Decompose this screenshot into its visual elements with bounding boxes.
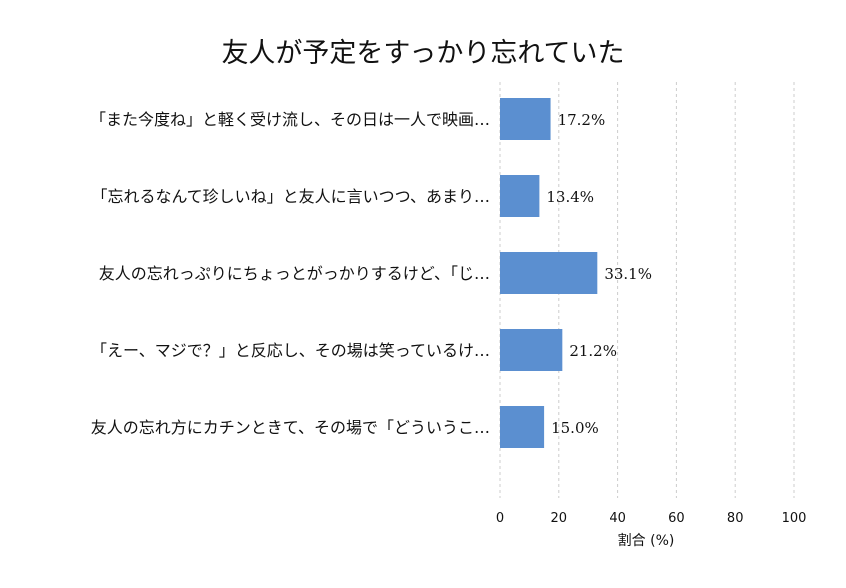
bar-3 (500, 329, 563, 371)
category-label: 「えー、マジで？」と反応し、その場は笑っているけ… (91, 341, 490, 360)
category-labels: 「また今度ね」と軽く受け流し、その日は一人で映画… 「忘れるなんて珍しいね」と友人… (90, 110, 490, 437)
bars (500, 98, 598, 448)
data-label: 21.2% (569, 342, 617, 360)
x-tick-label: 0 (496, 511, 504, 526)
x-tick-label: 80 (727, 511, 744, 526)
x-tick-label: 60 (668, 511, 685, 526)
bar-2 (500, 252, 598, 294)
data-label: 17.2% (558, 111, 606, 129)
data-label: 33.1% (604, 265, 652, 283)
data-label: 13.4% (546, 188, 594, 206)
data-labels: 17.2% 13.4% 33.1% 21.2% 15.0% (546, 111, 652, 437)
category-label: 「また今度ね」と軽く受け流し、その日は一人で映画… (90, 110, 490, 129)
chart-title: 友人が予定をすっかり忘れていた (221, 38, 624, 69)
category-label: 友人の忘れっぷりにちょっとがっかりするけど、「じ… (99, 264, 490, 283)
x-axis-ticks: 0 20 40 60 80 100 (496, 511, 807, 526)
bar-0 (500, 98, 551, 140)
bar-4 (500, 406, 545, 448)
x-tick-label: 40 (609, 511, 626, 526)
data-label: 15.0% (551, 419, 599, 437)
category-label: 友人の忘れ方にカチンときて、その場で「どういうこ… (91, 418, 490, 437)
bar-1 (500, 175, 540, 217)
x-tick-label: 20 (551, 511, 568, 526)
category-label: 「忘れるなんて珍しいね」と友人に言いつつ、あまり… (91, 187, 490, 206)
x-axis-title: 割合 (%) (618, 532, 675, 549)
x-tick-label: 100 (782, 511, 807, 526)
